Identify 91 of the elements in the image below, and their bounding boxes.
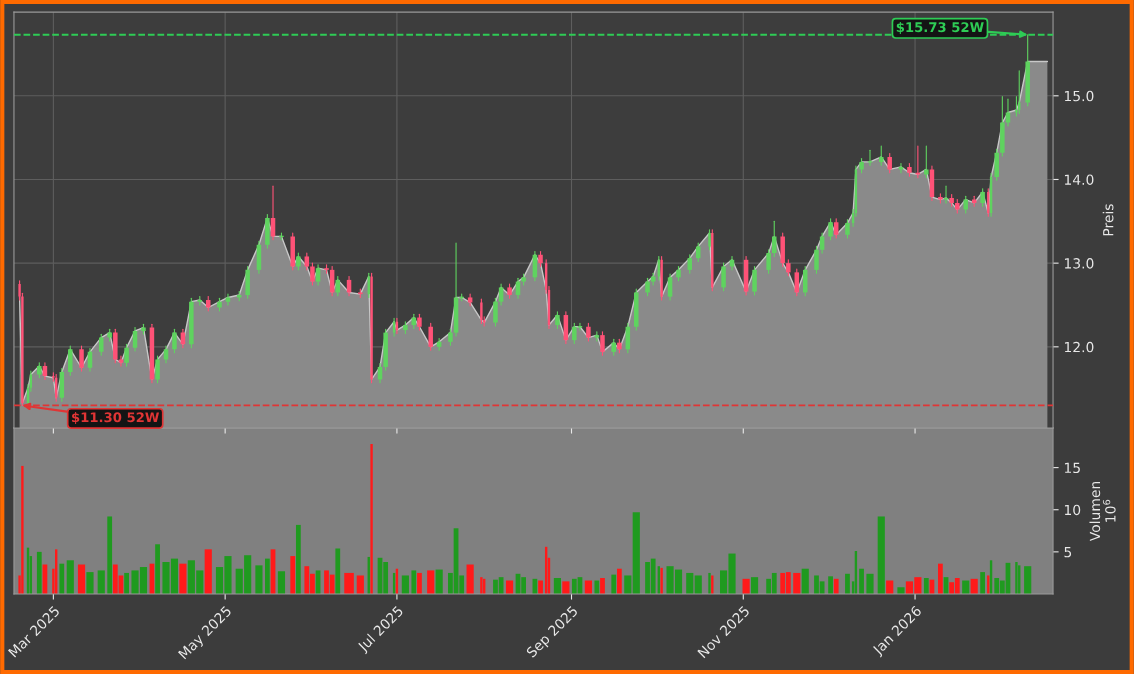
bar <box>833 578 839 594</box>
candlestick <box>943 185 949 204</box>
candlestick <box>845 219 850 239</box>
bar <box>686 572 694 594</box>
candlestick <box>155 355 160 384</box>
candlestick <box>828 218 833 241</box>
candlestick <box>493 297 498 327</box>
y-tick-label: 5 <box>1064 547 1072 558</box>
y-tick-label: 12.0 <box>1064 341 1094 353</box>
bar <box>1024 566 1032 594</box>
bar <box>793 572 801 594</box>
candlestick <box>572 322 577 345</box>
bar <box>155 544 160 594</box>
candlestick <box>887 152 892 174</box>
bar <box>97 570 105 594</box>
bar <box>66 560 74 594</box>
bar <box>179 563 187 594</box>
annotation: $15.73 52W <box>896 21 984 34</box>
bar <box>264 558 270 594</box>
candlestick <box>772 220 777 258</box>
bar <box>845 573 850 594</box>
candlestick <box>79 345 84 372</box>
bar <box>694 575 702 594</box>
candlestick <box>225 293 231 306</box>
bar <box>86 572 94 594</box>
bar <box>124 572 129 594</box>
bar <box>356 575 364 594</box>
y-tick-label: 10 <box>1064 504 1081 516</box>
candlestick <box>766 249 771 274</box>
y-tick-label: 14.0 <box>1064 174 1094 185</box>
candlestick <box>814 245 819 274</box>
candlestick <box>315 264 321 286</box>
y-tick-label: 13.0 <box>1064 258 1094 269</box>
bar <box>866 573 874 594</box>
bar <box>616 568 622 594</box>
candlestick <box>695 242 701 263</box>
bar <box>255 565 263 594</box>
bar <box>970 578 978 594</box>
bar <box>204 549 212 594</box>
candlestick <box>924 145 929 179</box>
bar <box>401 575 409 594</box>
y-tick-label: 15 <box>1064 462 1080 474</box>
candlestick <box>687 254 693 274</box>
candlestick <box>752 265 757 296</box>
candlestick <box>428 322 433 351</box>
candlestick <box>879 145 884 166</box>
bar <box>624 575 632 594</box>
bar <box>801 568 809 594</box>
bar <box>980 572 986 594</box>
bar <box>538 580 543 594</box>
bar <box>417 572 422 594</box>
annotation: $11.30 52W <box>72 412 160 424</box>
candlestick <box>708 229 711 251</box>
bar <box>600 577 605 594</box>
bar <box>923 577 929 594</box>
candlestick <box>68 345 73 376</box>
bar <box>335 548 341 594</box>
bar <box>611 574 617 594</box>
bar <box>290 556 296 594</box>
bar <box>938 563 943 594</box>
candlestick <box>833 218 839 239</box>
bar <box>897 587 905 594</box>
candlestick <box>172 328 177 354</box>
bar <box>562 581 570 594</box>
candlestick <box>132 327 138 352</box>
candlestick <box>667 273 673 301</box>
y-axis-title: Preis <box>1102 204 1114 236</box>
bar <box>36 551 42 594</box>
bar <box>742 578 750 594</box>
bar <box>435 569 443 594</box>
candlestick <box>721 262 726 292</box>
bar <box>877 516 885 594</box>
bar <box>594 580 600 594</box>
bar <box>427 570 435 594</box>
bar <box>828 576 833 594</box>
bar <box>107 516 113 594</box>
candlestick <box>498 283 504 306</box>
bar <box>466 564 474 594</box>
y-tick-label: 15.0 <box>1064 90 1094 102</box>
candlestick <box>118 355 124 367</box>
bar <box>411 570 417 594</box>
candlestick <box>124 343 129 367</box>
bar <box>295 524 301 594</box>
candlestick <box>819 232 825 254</box>
y-axis-title: Volumen 10$^{6}$ <box>1089 481 1116 542</box>
bar <box>632 512 640 594</box>
candlestick <box>600 331 605 356</box>
candlestick <box>480 298 483 324</box>
candlestick <box>310 262 315 286</box>
bar <box>59 563 65 594</box>
bar <box>859 568 864 594</box>
